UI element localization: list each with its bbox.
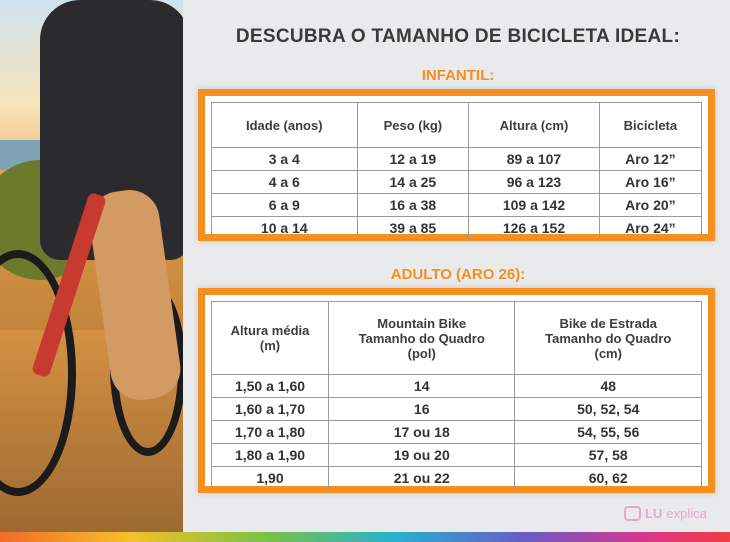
table-cell: 1,70 a 1,80 (211, 420, 329, 444)
table-cell: 16 a 38 (356, 193, 470, 217)
table-cell: 4 a 6 (211, 170, 358, 194)
table-cell: 50, 52, 54 (514, 397, 702, 421)
logo-part-lu: LU (645, 505, 663, 521)
table-cell: 48 (514, 374, 702, 398)
infantil-heading: INFANTIL: (421, 67, 495, 84)
table-row: 1,50 a 1,60 14 48 (211, 374, 702, 398)
page-title: DESCUBRA O TAMANHO DE BICICLETA IDEAL: (235, 26, 681, 47)
header-line: Altura média (230, 323, 310, 338)
header-line: Tamanho do Quadro (358, 330, 485, 346)
header-line: (pol) (407, 345, 436, 361)
table-row: 1,60 a 1,70 16 50, 52, 54 (211, 397, 702, 421)
table-cell: 39 a 85 (356, 216, 470, 240)
table-cell: 54, 55, 56 (514, 420, 702, 444)
table-row: 3 a 4 12 a 19 89 a 107 Aro 12” (211, 147, 703, 171)
table-cell: 19 ou 20 (327, 443, 516, 467)
cyclist-photo (0, 0, 183, 532)
table-cell: 89 a 107 (468, 147, 600, 171)
column-header-bicicleta: Bicicleta (598, 102, 703, 148)
table-cell: 96 a 123 (468, 170, 600, 194)
table-row: 1,70 a 1,80 17 ou 18 54, 55, 56 (211, 420, 702, 444)
table-cell: Aro 24” (598, 216, 703, 240)
adulto-heading: ADULTO (ARO 26): (390, 266, 526, 283)
header-line: Bike de Estrada (559, 315, 657, 331)
column-header-idade: Idade (anos) (211, 102, 358, 148)
table-cell: 6 a 9 (211, 193, 358, 217)
table-row: 6 a 9 16 a 38 109 a 142 Aro 20” (211, 193, 703, 217)
table-cell: 126 a 152 (468, 216, 600, 240)
table-cell: 57, 58 (514, 443, 702, 467)
table-cell: Aro 16” (598, 170, 703, 194)
table-row: 1,80 a 1,90 19 ou 20 57, 58 (211, 443, 702, 467)
table-cell: 10 a 14 (211, 216, 358, 240)
table-cell: 3 a 4 (211, 147, 358, 171)
logo-part-explica: explica (666, 505, 707, 521)
table-row: 10 a 14 39 a 85 126 a 152 Aro 24” (211, 216, 703, 240)
table-cell: 109 a 142 (468, 193, 600, 217)
lu-explica-logo: LU explica (624, 503, 719, 523)
rainbow-bar (0, 532, 730, 542)
header-line: Mountain Bike (377, 315, 467, 331)
header-line: Tamanho do Quadro (545, 330, 672, 346)
table-cell: 1,60 a 1,70 (211, 397, 329, 421)
table-header-row: Idade (anos) Peso (kg) Altura (cm) Bicic… (211, 102, 703, 148)
table-cell: 14 (327, 374, 516, 398)
adulto-table: Altura média (m) Mountain Bike Tamanho d… (211, 301, 702, 490)
speech-bubble-icon (624, 505, 641, 521)
column-header-altura-media: Altura média (m) (211, 301, 329, 375)
table-row: 1,90 21 ou 22 60, 62 (211, 466, 702, 490)
table-cell: Aro 12” (598, 147, 703, 171)
table-cell: 60, 62 (514, 466, 702, 490)
adulto-table-frame: Altura média (m) Mountain Bike Tamanho d… (198, 288, 715, 493)
header-line: (cm) (594, 345, 622, 361)
table-cell: 1,90 (211, 466, 329, 490)
header-line: (m) (259, 338, 281, 353)
table-row: 4 a 6 14 a 25 96 a 123 Aro 16” (211, 170, 703, 194)
table-cell: 21 ou 22 (327, 466, 516, 490)
column-header-peso: Peso (kg) (356, 102, 470, 148)
table-cell: 14 a 25 (356, 170, 470, 194)
table-cell: Aro 20” (598, 193, 703, 217)
table-cell: 12 a 19 (356, 147, 470, 171)
column-header-altura: Altura (cm) (468, 102, 600, 148)
table-cell: 17 ou 18 (327, 420, 516, 444)
table-header-row: Altura média (m) Mountain Bike Tamanho d… (211, 301, 702, 375)
column-header-mountain-bike: Mountain Bike Tamanho do Quadro (pol) (327, 301, 516, 375)
column-header-bike-estrada: Bike de Estrada Tamanho do Quadro (cm) (514, 301, 702, 375)
infantil-table: Idade (anos) Peso (kg) Altura (cm) Bicic… (211, 102, 703, 240)
table-cell: 16 (327, 397, 516, 421)
infantil-table-frame: Idade (anos) Peso (kg) Altura (cm) Bicic… (198, 89, 715, 241)
table-cell: 1,80 a 1,90 (211, 443, 329, 467)
table-cell: 1,50 a 1,60 (211, 374, 329, 398)
